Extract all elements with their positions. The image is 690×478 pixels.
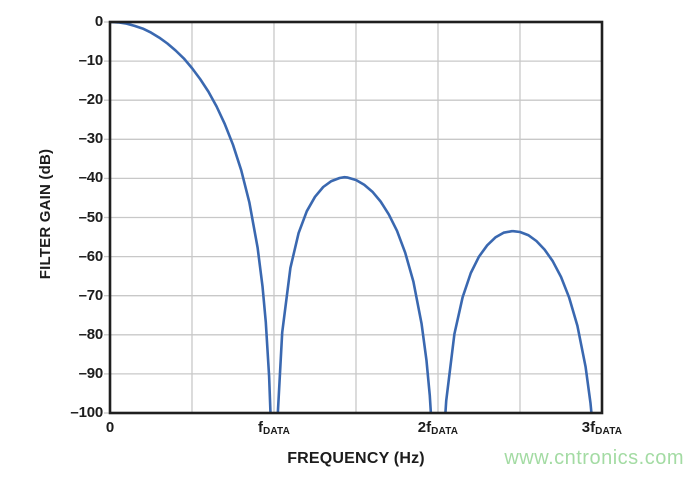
y-tick-label: –50 — [78, 208, 104, 226]
y-tick-label: –30 — [78, 130, 104, 148]
site-watermark: www.cntronics.com — [504, 447, 684, 469]
x-tick-label: 3fDATA — [581, 419, 623, 437]
y-tick-label: –70 — [78, 286, 104, 304]
plot-border — [108, 20, 604, 415]
x-tick-label: 0 — [105, 419, 115, 436]
x-tick-label: 2fDATA — [417, 419, 459, 437]
y-tick-label: –80 — [78, 325, 104, 343]
y-tick-label: –60 — [78, 247, 104, 265]
y-tick-label: –10 — [78, 52, 104, 70]
y-tick-label: –20 — [78, 91, 104, 109]
y-tick-label: –40 — [78, 169, 104, 187]
y-tick-label: 0 — [94, 13, 103, 30]
y-tick-label: –100 — [70, 404, 103, 421]
x-axis-title: FREQUENCY (Hz) — [287, 450, 425, 467]
y-tick-label: –90 — [78, 364, 104, 382]
x-tick-label: fDATA — [257, 419, 291, 437]
filter-response-curve — [110, 21, 593, 413]
